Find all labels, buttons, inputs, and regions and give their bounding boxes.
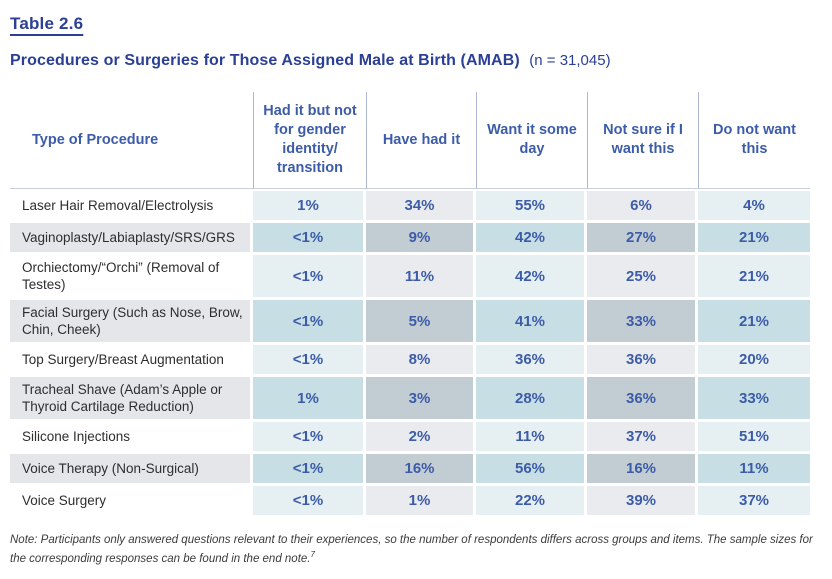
row-label: Top Surgery/​Breast Augmentation — [10, 345, 253, 377]
value-cell: 1% — [366, 486, 476, 518]
row-label: Laser Hair Removal/​Electrolysis — [10, 191, 253, 223]
value-cell: 9% — [366, 223, 476, 255]
value-cell: 51% — [698, 422, 810, 454]
column-header-have-had-it: Have had it — [366, 92, 476, 189]
value-cell: 16% — [366, 454, 476, 486]
value-cell: 1% — [253, 377, 366, 422]
row-label: Orchiectomy/​“Orchi” (Removal of Testes) — [10, 255, 253, 300]
value-cell: 11% — [698, 454, 810, 486]
value-cell: <1% — [253, 223, 366, 255]
value-cell: 20% — [698, 345, 810, 377]
footnote: Note: Participants only answered questio… — [10, 531, 816, 569]
value-cell: <1% — [253, 255, 366, 300]
value-cell: 33% — [698, 377, 810, 422]
value-cell: 37% — [587, 422, 698, 454]
value-cell: 22% — [476, 486, 587, 518]
value-cell: 11% — [366, 255, 476, 300]
value-cell: 3% — [366, 377, 476, 422]
value-cell: <1% — [253, 345, 366, 377]
table-label: Table 2.6 — [10, 14, 84, 33]
row-label: Facial Surgery (Such as Nose, Brow, Chin… — [10, 300, 253, 345]
row-label: Tracheal Shave (Adam’s Apple or Thyroid … — [10, 377, 253, 422]
value-cell: 36% — [587, 377, 698, 422]
value-cell: 5% — [366, 300, 476, 345]
sample-size-text: (n = 31,045) — [529, 52, 611, 69]
value-cell: 41% — [476, 300, 587, 345]
value-cell: 21% — [698, 223, 810, 255]
column-header-do-not-want: Do not want this — [698, 92, 810, 189]
row-label: Silicone Injections — [10, 422, 253, 454]
value-cell: 56% — [476, 454, 587, 486]
value-cell: 27% — [587, 223, 698, 255]
value-cell: 21% — [698, 300, 810, 345]
value-cell: 4% — [698, 191, 810, 223]
value-cell: 21% — [698, 255, 810, 300]
column-header-not-sure: Not sure if I want this — [587, 92, 698, 189]
value-cell: 2% — [366, 422, 476, 454]
footnote-text: Note: Participants only answered questio… — [10, 534, 813, 565]
title-text: Procedures or Surgeries for Those Assign… — [10, 52, 520, 69]
value-cell: <1% — [253, 486, 366, 518]
value-cell: 36% — [476, 345, 587, 377]
value-cell: 33% — [587, 300, 698, 345]
value-cell: 42% — [476, 223, 587, 255]
procedures-table: Type of Procedure Had it but not for gen… — [10, 92, 810, 518]
column-header-had-it-not-for-transition: Had it but not for gender identity/​tran… — [253, 92, 366, 189]
value-cell: 42% — [476, 255, 587, 300]
value-cell: <1% — [253, 454, 366, 486]
value-cell: 28% — [476, 377, 587, 422]
value-cell: 1% — [253, 191, 366, 223]
footnote-superscript: 7 — [310, 550, 315, 560]
value-cell: 16% — [587, 454, 698, 486]
row-label: Voice Therapy (Non-Surgical) — [10, 454, 253, 486]
column-header-type-of-procedure: Type of Procedure — [10, 92, 253, 189]
value-cell: 11% — [476, 422, 587, 454]
value-cell: 34% — [366, 191, 476, 223]
value-cell: 8% — [366, 345, 476, 377]
row-label: Vaginoplasty/​Labiaplasty/​SRS/​GRS — [10, 223, 253, 255]
column-header-want-it-some-day: Want it some day — [476, 92, 587, 189]
value-cell: 55% — [476, 191, 587, 223]
value-cell: 37% — [698, 486, 810, 518]
value-cell: 6% — [587, 191, 698, 223]
value-cell: 25% — [587, 255, 698, 300]
value-cell: 39% — [587, 486, 698, 518]
value-cell: 36% — [587, 345, 698, 377]
row-label: Voice Surgery — [10, 486, 253, 518]
page-title: Procedures or Surgeries for Those Assign… — [10, 52, 816, 70]
value-cell: <1% — [253, 300, 366, 345]
value-cell: <1% — [253, 422, 366, 454]
